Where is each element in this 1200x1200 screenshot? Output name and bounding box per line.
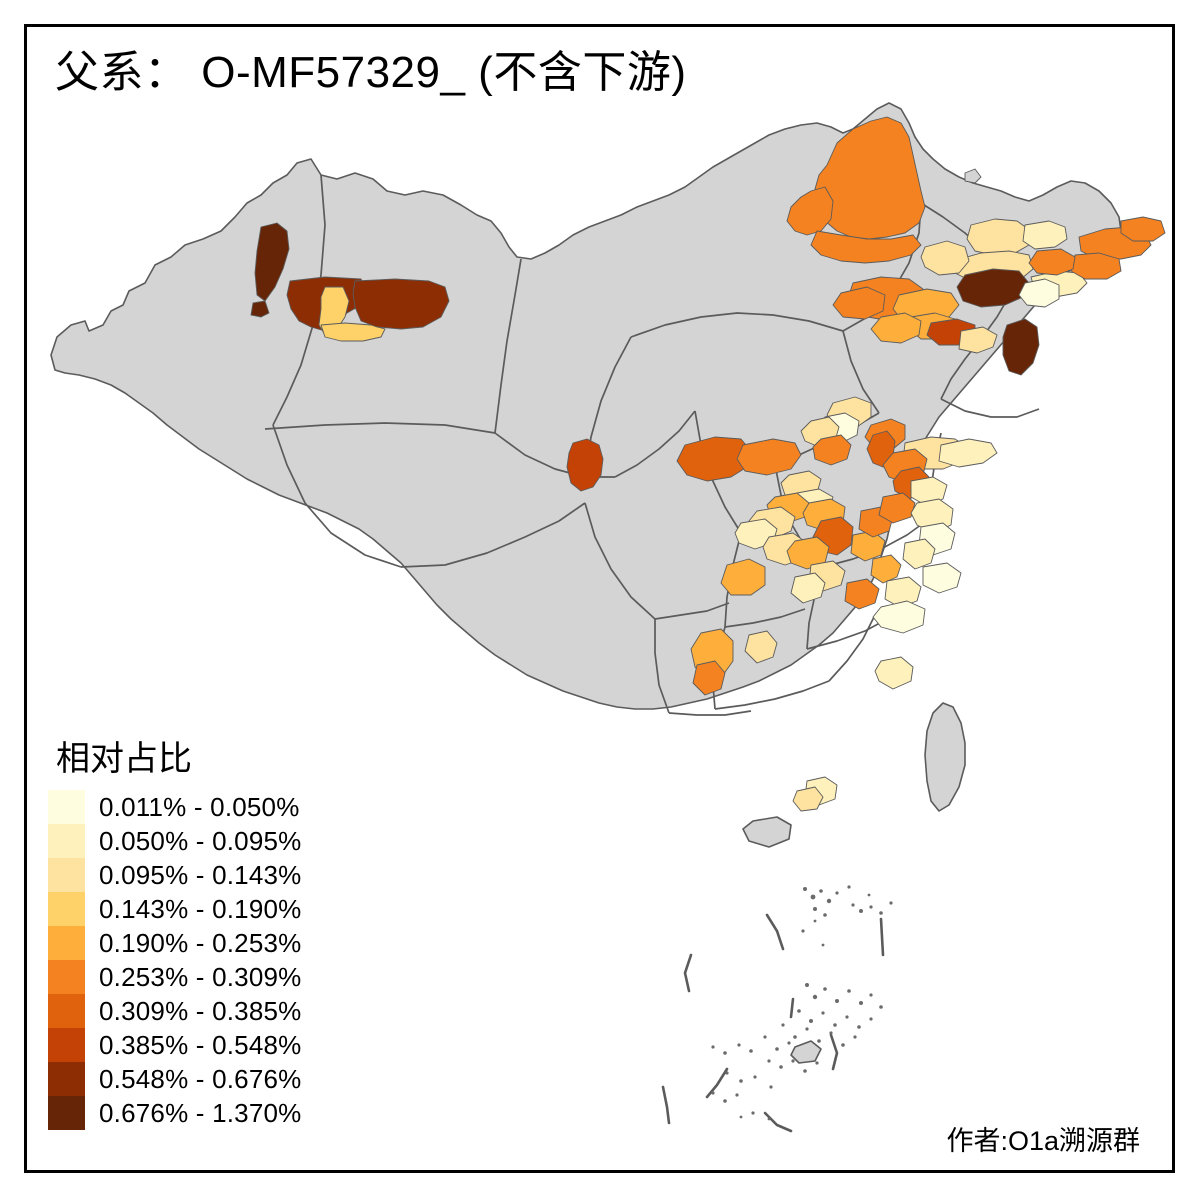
prefecture-region[interactable] (966, 218, 1032, 256)
prefecture-region[interactable] (874, 656, 914, 690)
data-prefectures[interactable] (250, 116, 1166, 812)
prefecture-region[interactable] (920, 240, 970, 276)
prefecture-region[interactable] (910, 476, 948, 506)
hainan-outline (742, 816, 792, 848)
prefecture-region[interactable] (844, 578, 880, 610)
legend-label: 0.095% - 0.143% (99, 860, 302, 890)
prefecture-region[interactable] (1028, 248, 1076, 276)
prefecture-region[interactable] (352, 278, 450, 330)
legend-label: 0.143% - 0.190% (99, 894, 302, 924)
legend-label: 0.309% - 0.385% (99, 996, 302, 1026)
prefecture-region[interactable] (250, 300, 270, 318)
legend-item[interactable]: 0.253% - 0.309% (48, 960, 301, 994)
prefecture-region[interactable] (1120, 216, 1166, 242)
nine-dash-line (661, 913, 885, 1133)
legend-item[interactable]: 0.385% - 0.548% (48, 1028, 301, 1062)
page-title: 父系： O-MF57329_ (不含下游) (55, 48, 687, 97)
prefecture-region[interactable] (870, 312, 922, 344)
legend-label: 0.385% - 0.548% (99, 1030, 302, 1060)
prefecture-region[interactable] (320, 322, 386, 342)
legend-swatch (48, 1096, 85, 1130)
legend-swatch (48, 858, 85, 892)
south-china-sea-inset (661, 885, 893, 1133)
prefecture-region[interactable] (870, 554, 902, 584)
legend-item[interactable]: 0.011% - 0.050% (48, 790, 301, 824)
taiwan-outline (924, 702, 966, 812)
legend-swatch (48, 892, 85, 926)
china-choropleth-map[interactable]: .land{fill:#D4D4D4;stroke:#5B5B5B;stroke… (25, 25, 1174, 1172)
legend-item[interactable]: 0.143% - 0.190% (48, 892, 301, 926)
prefecture-region[interactable] (692, 660, 726, 696)
mainland-outline (50, 102, 1122, 710)
legend-label: 0.190% - 0.253% (99, 928, 302, 958)
prefecture-region[interactable] (872, 600, 926, 634)
prefecture-region[interactable] (922, 562, 962, 594)
prefecture-region[interactable] (566, 438, 604, 492)
prefecture-region[interactable] (938, 438, 998, 468)
prefecture-region[interactable] (1022, 220, 1068, 250)
legend-label: 0.253% - 0.309% (99, 962, 302, 992)
prefecture-region[interactable] (744, 630, 778, 664)
legend-swatch (48, 960, 85, 994)
legend-label: 0.676% - 1.370% (99, 1098, 302, 1128)
legend-label: 0.011% - 0.050% (99, 792, 300, 822)
legend-swatch (48, 1028, 85, 1062)
map-svg[interactable]: .land{fill:#D4D4D4;stroke:#5B5B5B;stroke… (25, 25, 1174, 1172)
prefecture-region[interactable] (810, 230, 922, 264)
legend-label: 0.050% - 0.095% (99, 826, 302, 856)
prefecture-region[interactable] (736, 438, 802, 476)
legend-label: 0.548% - 0.676% (99, 1064, 302, 1094)
china-landmass (50, 102, 1122, 710)
prefecture-region[interactable] (1018, 278, 1060, 308)
prefecture-region[interactable] (720, 558, 766, 596)
prefecture-region[interactable] (254, 222, 290, 302)
legend-swatch (48, 926, 85, 960)
legend-item[interactable]: 0.676% - 1.370% (48, 1096, 301, 1130)
islands (742, 702, 966, 848)
prefecture-region[interactable] (832, 286, 886, 320)
legend-swatch (48, 994, 85, 1028)
legend-item[interactable]: 0.548% - 0.676% (48, 1062, 301, 1096)
legend-title: 相对占比 (56, 740, 192, 778)
legend-item[interactable]: 0.050% - 0.095% (48, 824, 301, 858)
legend: 相对占比 0.011% - 0.050% 0.050% - 0.095% 0.095… (48, 742, 301, 1130)
legend-swatch (48, 824, 85, 858)
legend-swatch (48, 1062, 85, 1096)
legend-item[interactable]: 0.309% - 0.385% (48, 994, 301, 1028)
legend-item[interactable]: 0.095% - 0.143% (48, 858, 301, 892)
prefecture-region[interactable] (878, 492, 916, 524)
prefecture-region[interactable] (902, 538, 936, 570)
legend-item[interactable]: 0.190% - 0.253% (48, 926, 301, 960)
reef-dots (711, 885, 893, 1121)
prefecture-region[interactable] (676, 436, 752, 482)
prefecture-region[interactable] (790, 572, 826, 604)
prefecture-region[interactable] (792, 786, 824, 812)
prefecture-region[interactable] (884, 576, 922, 608)
prefecture-region[interactable] (786, 186, 834, 236)
prefecture-region[interactable] (812, 434, 852, 466)
prefecture-region[interactable] (956, 268, 1030, 308)
prefecture-region[interactable] (964, 168, 982, 184)
legend-rows: 0.011% - 0.050% 0.050% - 0.095% 0.095% - 0… (48, 790, 301, 1130)
legend-swatch (48, 790, 85, 824)
author-credit: 作者:O1a溯源群 (946, 1126, 1140, 1156)
reef-island (790, 1040, 822, 1064)
prefecture-region[interactable] (1002, 318, 1040, 376)
prefecture-region[interactable] (1070, 252, 1122, 280)
prefecture-region[interactable] (958, 326, 998, 354)
